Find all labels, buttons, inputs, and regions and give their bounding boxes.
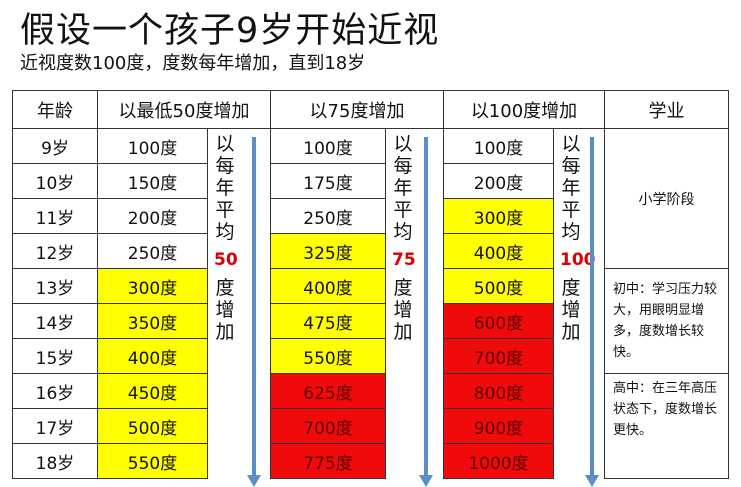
age-cell: 13岁 xyxy=(13,269,98,304)
table-row: 9岁100度以每年平均50度增加100度以每年平均75度增加100度以每年平均1… xyxy=(13,129,729,164)
value-75-cell: 400度 xyxy=(271,269,386,304)
rate-value: 75 xyxy=(392,249,414,271)
value-100-cell: 700度 xyxy=(444,339,554,374)
value-50-cell: 300度 xyxy=(98,269,208,304)
arrow-cell-75: 以每年平均75度增加 xyxy=(386,129,444,479)
arrow-label: 以每年平均100度增加 xyxy=(560,133,582,343)
value-50-cell: 450度 xyxy=(98,374,208,409)
header-study: 学业 xyxy=(605,91,729,129)
header-50: 以最低50度增加 xyxy=(98,91,271,129)
value-100-cell: 100度 xyxy=(444,129,554,164)
age-cell: 15岁 xyxy=(13,339,98,374)
value-75-cell: 550度 xyxy=(271,339,386,374)
value-75-cell: 775度 xyxy=(271,444,386,479)
study-middle: 初中：学习压力较大，用眼明显增多，度数增长较快。 xyxy=(605,269,729,374)
down-arrow-icon xyxy=(252,137,256,477)
age-cell: 12岁 xyxy=(13,234,98,269)
age-cell: 16岁 xyxy=(13,374,98,409)
arrow-cell-100: 以每年平均100度增加 xyxy=(554,129,605,479)
value-50-cell: 250度 xyxy=(98,234,208,269)
value-75-cell: 325度 xyxy=(271,234,386,269)
value-50-cell: 400度 xyxy=(98,339,208,374)
value-50-cell: 500度 xyxy=(98,409,208,444)
header-age: 年龄 xyxy=(13,91,98,129)
page-title: 假设一个孩子9岁开始近视 xyxy=(20,2,439,53)
study-primary: 小学阶段 xyxy=(605,129,729,269)
age-cell: 17岁 xyxy=(13,409,98,444)
arrow-label: 以每年平均50度增加 xyxy=(214,133,236,343)
down-arrow-icon xyxy=(590,137,594,477)
table-row: 13岁300度400度500度初中：学习压力较大，用眼明显增多，度数增长较快。 xyxy=(13,269,729,304)
value-75-cell: 175度 xyxy=(271,164,386,199)
age-cell: 14岁 xyxy=(13,304,98,339)
value-50-cell: 550度 xyxy=(98,444,208,479)
header-100: 以100度增加 xyxy=(444,91,605,129)
rate-value: 100 xyxy=(560,249,582,271)
value-100-cell: 800度 xyxy=(444,374,554,409)
value-100-cell: 600度 xyxy=(444,304,554,339)
study-high: 高中：在三年高压状态下，度数增长更快。 xyxy=(605,374,729,479)
value-75-cell: 700度 xyxy=(271,409,386,444)
value-50-cell: 200度 xyxy=(98,199,208,234)
value-100-cell: 400度 xyxy=(444,234,554,269)
arrow-cell-50: 以每年平均50度增加 xyxy=(208,129,271,479)
value-100-cell: 500度 xyxy=(444,269,554,304)
value-100-cell: 200度 xyxy=(444,164,554,199)
subtitle: 近视度数100度，度数每年增加，直到18岁 xyxy=(20,49,365,75)
value-100-cell: 300度 xyxy=(444,199,554,234)
table-row: 16岁450度625度800度高中：在三年高压状态下，度数增长更快。 xyxy=(13,374,729,409)
rate-value: 50 xyxy=(214,249,236,271)
arrow-label: 以每年平均75度增加 xyxy=(392,133,414,343)
age-cell: 11岁 xyxy=(13,199,98,234)
value-75-cell: 250度 xyxy=(271,199,386,234)
value-75-cell: 475度 xyxy=(271,304,386,339)
value-75-cell: 100度 xyxy=(271,129,386,164)
down-arrow-icon xyxy=(424,137,428,477)
value-75-cell: 625度 xyxy=(271,374,386,409)
header-75: 以75度增加 xyxy=(271,91,444,129)
age-cell: 18岁 xyxy=(13,444,98,479)
value-100-cell: 900度 xyxy=(444,409,554,444)
value-50-cell: 100度 xyxy=(98,129,208,164)
value-100-cell: 1000度 xyxy=(444,444,554,479)
age-cell: 10岁 xyxy=(13,164,98,199)
value-50-cell: 150度 xyxy=(98,164,208,199)
myopia-table: 年龄 以最低50度增加 以75度增加 以100度增加 学业 9岁100度以每年平… xyxy=(12,90,729,479)
age-cell: 9岁 xyxy=(13,129,98,164)
value-50-cell: 350度 xyxy=(98,304,208,339)
